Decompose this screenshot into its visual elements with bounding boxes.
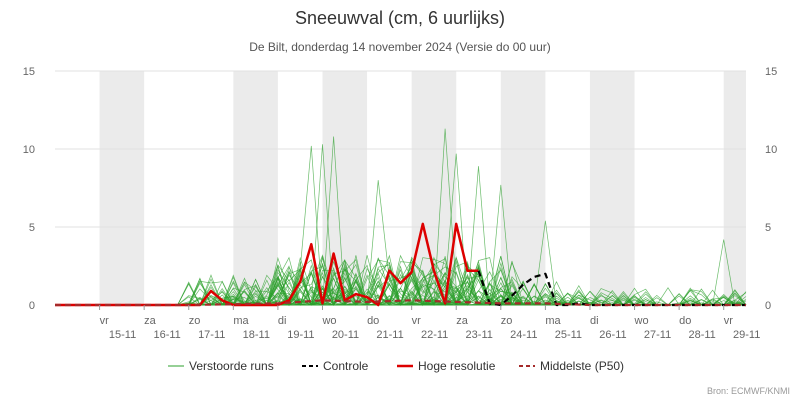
- x-tick-date: 22-11: [421, 329, 448, 341]
- ensemble-run-line: [55, 184, 746, 306]
- x-tick-day: ma: [233, 315, 249, 327]
- ensemble-run-line: [55, 144, 746, 306]
- y-tick-label-left: 5: [29, 222, 35, 234]
- x-tick-date: 17-11: [198, 329, 225, 341]
- x-tick-date: 23-11: [466, 329, 493, 341]
- x-tick-day: vr: [724, 315, 734, 327]
- series-line-hoge-resolutie: [55, 222, 479, 307]
- y-tick-label-right: 10: [765, 144, 777, 156]
- x-tick-date: 29-11: [733, 329, 760, 341]
- series-line-controle: [477, 270, 746, 307]
- x-tick-date: 16-11: [153, 329, 180, 341]
- ensemble-run-line: [55, 256, 746, 307]
- x-tick-date: 25-11: [555, 329, 582, 341]
- legend-label: Verstoorde runs: [189, 359, 274, 373]
- series-lines: [55, 222, 746, 307]
- ensemble-run-line: [55, 257, 747, 307]
- x-tick-date: 27-11: [644, 329, 671, 341]
- legend: Verstoorde runs Controle Hoge resolutie Mid…: [168, 359, 624, 373]
- day-band: [723, 71, 746, 305]
- x-tick-date: 26-11: [599, 329, 626, 341]
- x-tick-day: do: [367, 315, 379, 327]
- legend-label: Middelste (P50): [540, 359, 624, 373]
- x-tick-day: do: [679, 315, 691, 327]
- x-tick-date: 20-11: [332, 329, 359, 341]
- y-tick-label-right: 15: [765, 66, 777, 78]
- axes: 0 0 5 5 10 10 15 15 vr 15-11 za 16-11 zo 17-11 ma 18-11…: [23, 66, 778, 341]
- y-tick-label-left: 15: [23, 66, 35, 78]
- x-tick-date: 15-11: [109, 329, 136, 341]
- ensemble-run-line: [55, 128, 747, 306]
- ensemble-run-line: [55, 264, 746, 307]
- x-tick-day: wo: [634, 315, 649, 327]
- x-tick-day: za: [144, 315, 157, 327]
- chart-title: Sneeuwval (cm, 6 uurlijks): [295, 8, 505, 28]
- legend-label: Hoge resolutie: [418, 359, 496, 373]
- x-tick-day: ma: [545, 315, 561, 327]
- ensemble-run-line: [55, 180, 746, 306]
- source-credit: Bron: ECMWF/KNMI: [707, 386, 790, 396]
- x-tick-day: vr: [412, 315, 422, 327]
- day-band: [233, 71, 278, 305]
- x-tick-date: 28-11: [688, 329, 715, 341]
- day-band: [99, 71, 145, 305]
- x-tick-date: 18-11: [243, 329, 270, 341]
- x-tick-date: 21-11: [376, 329, 403, 341]
- x-tick-day: vr: [100, 315, 110, 327]
- series-line-middelste-p50-: [55, 299, 746, 307]
- x-tick-date: 19-11: [287, 329, 314, 341]
- y-tick-label-left: 10: [23, 144, 35, 156]
- ensemble-run-line: [55, 145, 746, 306]
- x-tick-day: za: [456, 315, 469, 327]
- legend-label: Controle: [323, 359, 369, 373]
- y-tick-label-left: 0: [29, 300, 35, 312]
- ensemble-run-line: [55, 265, 747, 307]
- y-tick-label-right: 5: [765, 222, 771, 234]
- x-tick-day: di: [278, 315, 287, 327]
- day-band: [589, 71, 635, 305]
- x-tick-day: di: [590, 315, 599, 327]
- x-tick-day: zo: [189, 315, 201, 327]
- x-tick-day: zo: [501, 315, 513, 327]
- chart-subtitle: De Bilt, donderdag 14 november 2024 (Ver…: [249, 40, 551, 54]
- ensemble-lines: [55, 128, 747, 307]
- x-tick-day: wo: [321, 315, 336, 327]
- ensemble-run-line: [55, 256, 746, 307]
- x-tick-date: 24-11: [510, 329, 537, 341]
- y-tick-label-right: 0: [765, 300, 771, 312]
